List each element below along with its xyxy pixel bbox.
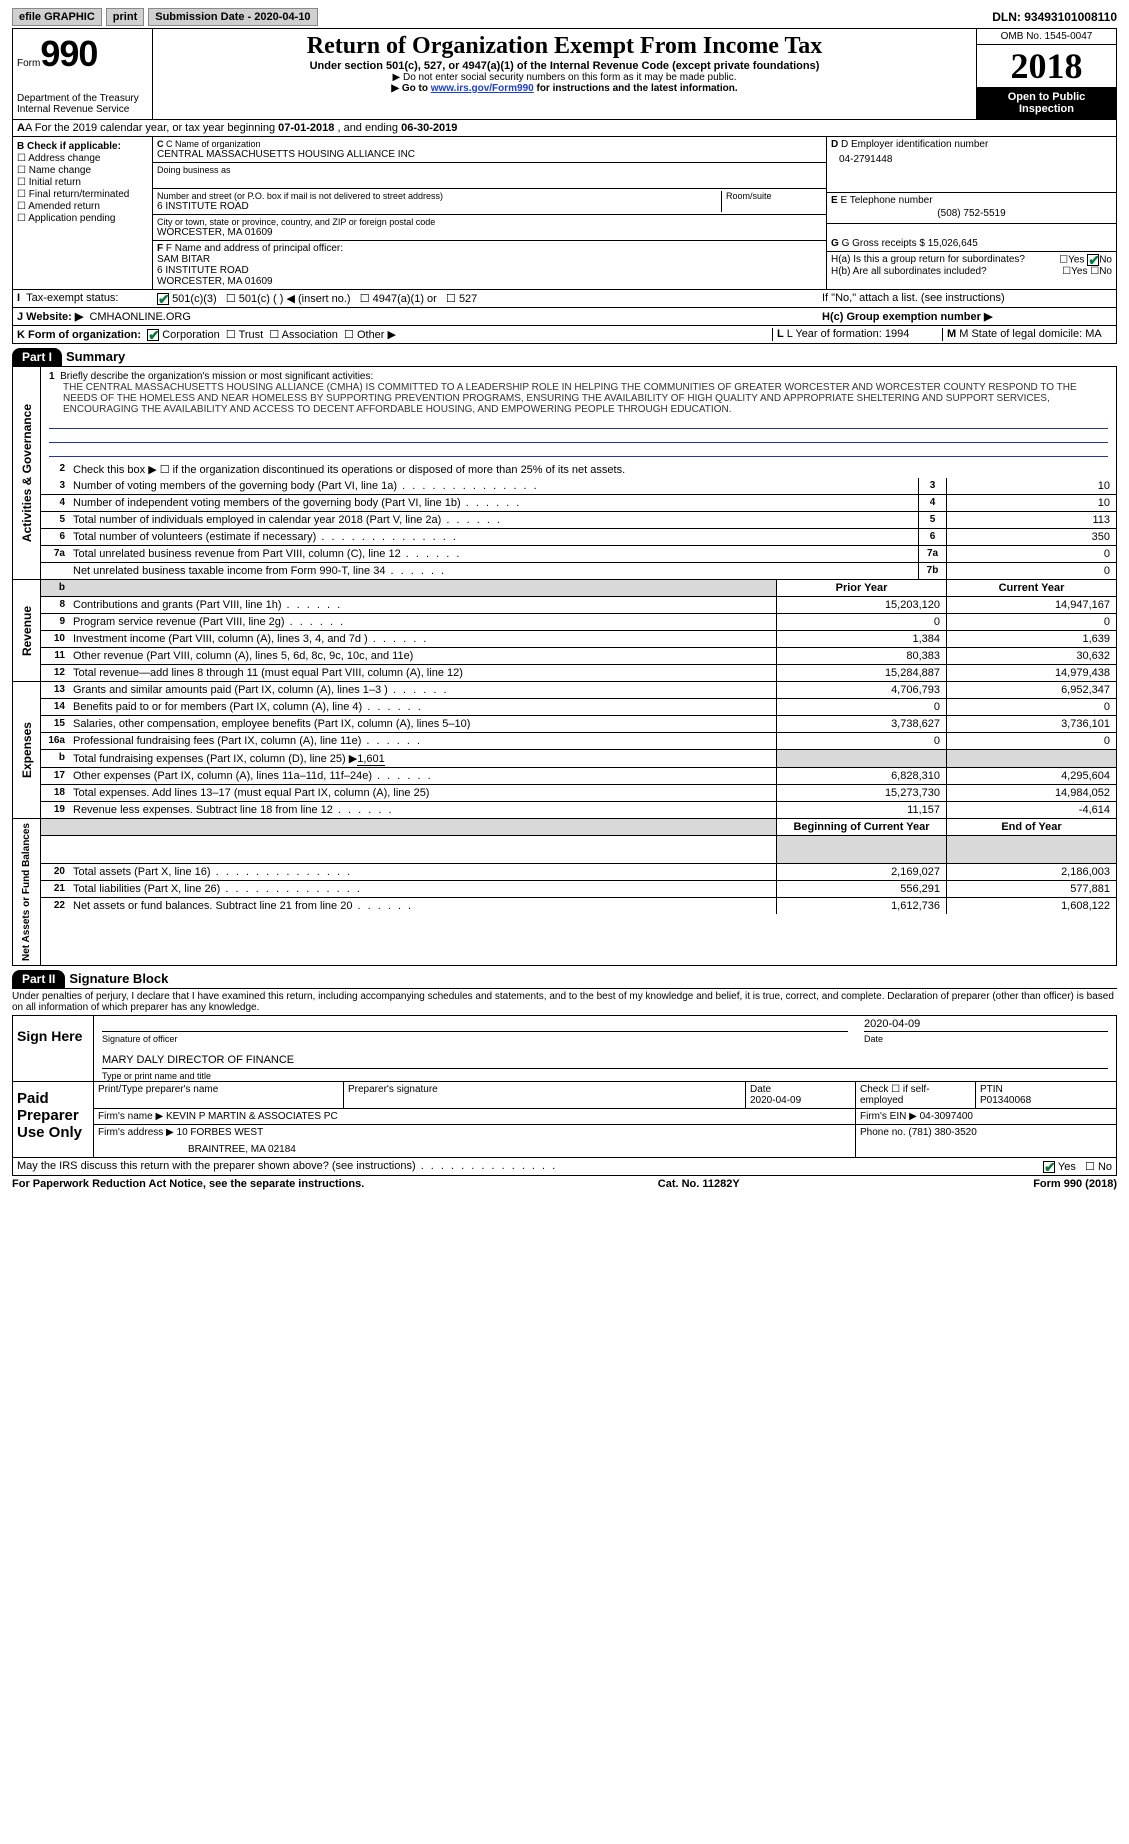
- box-c-name: C C Name of organization CENTRAL MASSACH…: [153, 137, 826, 163]
- net-assets-section: Net Assets or Fund Balances Beginning of…: [12, 819, 1117, 966]
- line-9: Program service revenue (Part VIII, line…: [69, 614, 776, 630]
- line-7a: Total unrelated business revenue from Pa…: [69, 546, 918, 562]
- irs-link[interactable]: www.irs.gov/Form990: [431, 83, 534, 94]
- discuss-yes[interactable]: [1043, 1161, 1055, 1173]
- line-17: Other expenses (Part IX, column (A), lin…: [69, 768, 776, 784]
- box-c-street: Number and street (or P.O. box if mail i…: [153, 189, 826, 215]
- form-title: Return of Organization Exempt From Incom…: [161, 33, 968, 60]
- header-info-grid: B Check if applicable: ☐ Address change …: [12, 137, 1117, 290]
- line-20: Total assets (Part X, line 16): [69, 864, 776, 880]
- topbar: efile GRAPHIC print Submission Date - 20…: [12, 8, 1117, 26]
- row-a-tax-year: AA For the 2019 calendar year, or tax ye…: [12, 120, 1117, 137]
- line-3: Number of voting members of the governin…: [69, 478, 918, 494]
- checkbox-corp[interactable]: [147, 329, 159, 341]
- open-inspection: Open to Public Inspection: [977, 87, 1116, 119]
- form-subtitle: Under section 501(c), 527, or 4947(a)(1)…: [161, 60, 968, 72]
- box-g-receipts: G G Gross receipts $ 15,026,645: [827, 224, 1116, 252]
- line-14: Benefits paid to or for members (Part IX…: [69, 699, 776, 715]
- efile-button[interactable]: efile GRAPHIC: [12, 8, 102, 26]
- line-6: Total number of volunteers (estimate if …: [69, 529, 918, 545]
- box-b: B Check if applicable: ☐ Address change …: [13, 137, 153, 289]
- omb-number: OMB No. 1545-0047: [977, 29, 1116, 45]
- line-22: Net assets or fund balances. Subtract li…: [69, 898, 776, 914]
- line-7b: Net unrelated business taxable income fr…: [69, 563, 918, 579]
- dept-treasury: Department of the Treasury: [17, 93, 148, 104]
- line-10: Investment income (Part VIII, column (A)…: [69, 631, 776, 647]
- part1-header: Part ISummary: [12, 348, 1117, 367]
- line-13: Grants and similar amounts paid (Part IX…: [69, 682, 776, 698]
- line-1: 1 1 Briefly describe the organization's …: [49, 371, 1108, 382]
- form-note-2: ▶ Go to www.irs.gov/Form990 for instruct…: [161, 83, 968, 94]
- part2-header: Part IISignature Block: [12, 970, 1117, 989]
- line-5: Total number of individuals employed in …: [69, 512, 918, 528]
- paid-preparer-block: Paid Preparer Use Only Print/Type prepar…: [12, 1082, 1117, 1158]
- box-c-city: City or town, state or province, country…: [153, 215, 826, 241]
- checkbox-501c3[interactable]: [157, 293, 169, 305]
- line-15: Salaries, other compensation, employee b…: [69, 716, 776, 732]
- tax-year: 2018: [977, 45, 1116, 87]
- line-18: Total expenses. Add lines 13–17 (must eq…: [69, 785, 776, 801]
- mission-text: THE CENTRAL MASSACHUSETTS HOUSING ALLIAN…: [49, 382, 1108, 415]
- submission-date: Submission Date - 2020-04-10: [148, 8, 317, 26]
- line-2: Check this box ▶ ☐ if the organization d…: [69, 461, 1116, 478]
- print-button[interactable]: print: [106, 8, 144, 26]
- revenue-section: Revenue bPrior YearCurrent Year 8Contrib…: [12, 580, 1117, 682]
- expenses-section: Expenses 13Grants and similar amounts pa…: [12, 682, 1117, 819]
- line-12: Total revenue—add lines 8 through 11 (mu…: [69, 665, 776, 681]
- box-c-dba: Doing business as: [153, 163, 826, 189]
- row-j-website: J Website: ▶ CMHAONLINE.ORG H(c) Group e…: [12, 308, 1117, 326]
- footer: For Paperwork Reduction Act Notice, see …: [12, 1176, 1117, 1190]
- discuss-row: May the IRS discuss this return with the…: [12, 1158, 1117, 1176]
- line-4: Number of independent voting members of …: [69, 495, 918, 511]
- form-note-1: ▶ Do not enter social security numbers o…: [161, 72, 968, 83]
- sign-here-block: Sign Here Signature of officer 2020-04-0…: [12, 1015, 1117, 1082]
- form-header: Form990 Department of the Treasury Inter…: [12, 28, 1117, 120]
- line-19: Revenue less expenses. Subtract line 18 …: [69, 802, 776, 818]
- form-number: 990: [40, 33, 97, 74]
- line-16b: Total fundraising expenses (Part IX, col…: [69, 750, 776, 767]
- row-k-org: K Form of organization: Corporation ☐ Tr…: [12, 326, 1117, 344]
- box-d-ein: D D Employer identification number 04-27…: [827, 137, 1116, 193]
- row-i-status: I Tax-exempt status: 501(c)(3) ☐ 501(c) …: [12, 290, 1117, 308]
- line-8: Contributions and grants (Part VIII, lin…: [69, 597, 776, 613]
- box-h: H(a) Is this a group return for subordin…: [827, 252, 1116, 279]
- form-label: Form: [17, 58, 40, 69]
- sig-declaration: Under penalties of perjury, I declare th…: [12, 989, 1117, 1015]
- line-16a: Professional fundraising fees (Part IX, …: [69, 733, 776, 749]
- dept-irs: Internal Revenue Service: [17, 104, 148, 115]
- dln: DLN: 93493101008110: [992, 10, 1117, 24]
- governance-section: Activities & Governance 1 1 Briefly desc…: [12, 367, 1117, 580]
- box-f-h: F F Name and address of principal office…: [153, 241, 826, 289]
- line-11: Other revenue (Part VIII, column (A), li…: [69, 648, 776, 664]
- box-e-phone: E E Telephone number (508) 752-5519: [827, 193, 1116, 224]
- line-21: Total liabilities (Part X, line 26): [69, 881, 776, 897]
